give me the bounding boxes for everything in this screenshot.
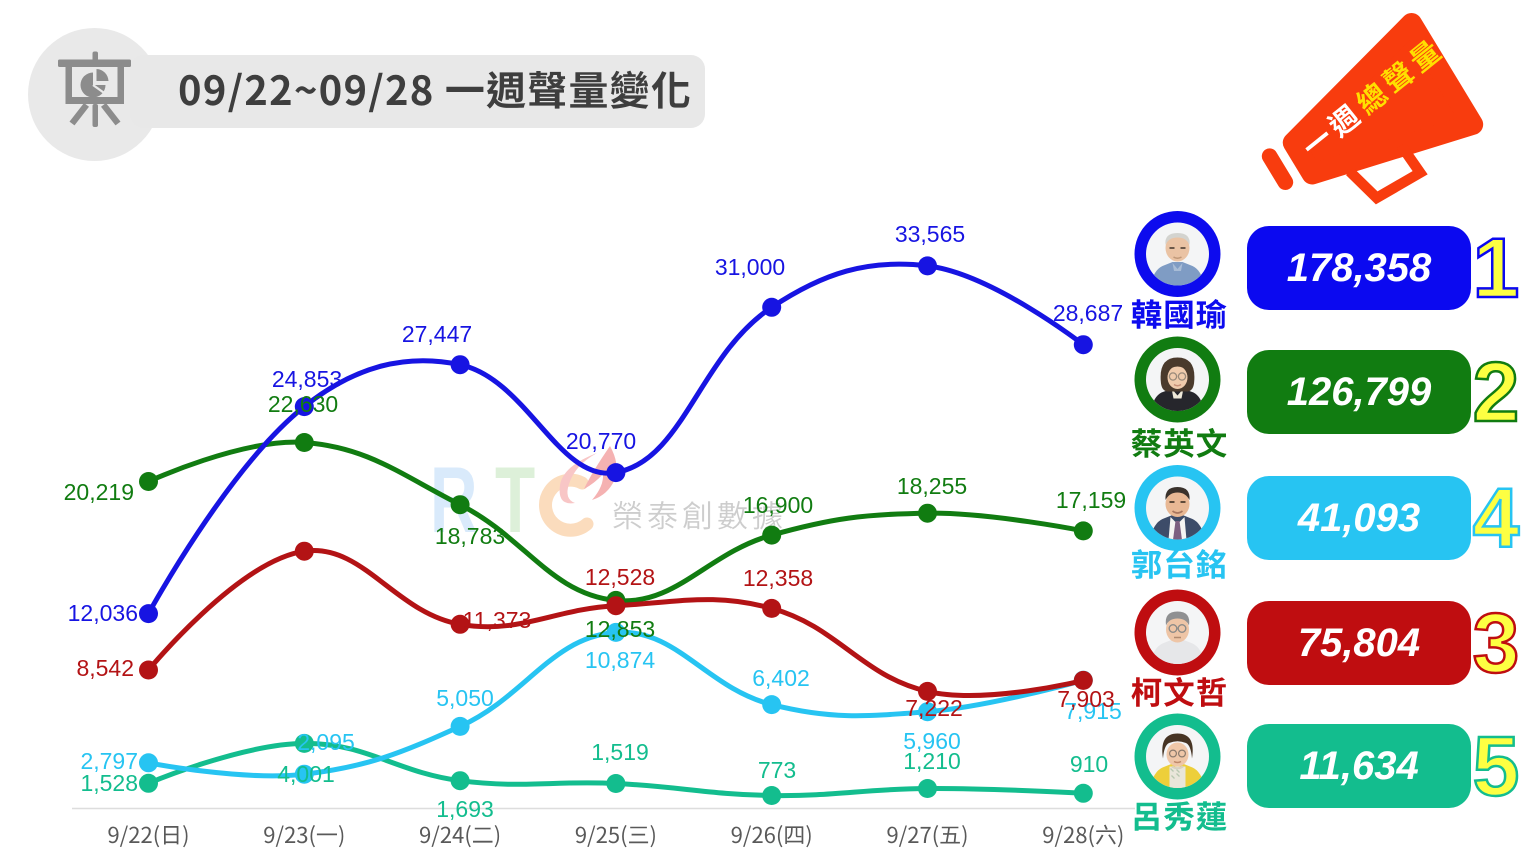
- svg-text:18,255: 18,255: [897, 473, 967, 499]
- svg-text:4,001: 4,001: [277, 761, 335, 787]
- svg-text:1,519: 1,519: [591, 739, 649, 765]
- svg-text:12,853: 12,853: [585, 616, 655, 642]
- svg-text:7,903: 7,903: [1057, 686, 1115, 712]
- svg-text:20,770: 20,770: [566, 428, 636, 454]
- svg-text:2,095: 2,095: [297, 729, 355, 755]
- svg-text:773: 773: [758, 757, 796, 783]
- svg-text:11,373: 11,373: [463, 607, 532, 633]
- svg-text:1,693: 1,693: [436, 796, 494, 822]
- svg-text:12,358: 12,358: [743, 565, 813, 591]
- svg-text:24,853: 24,853: [272, 366, 342, 392]
- svg-text:27,447: 27,447: [402, 321, 472, 347]
- svg-text:12,528: 12,528: [585, 564, 655, 590]
- svg-text:28,687: 28,687: [1053, 300, 1123, 326]
- svg-text:10,874: 10,874: [585, 647, 656, 673]
- svg-text:31,000: 31,000: [715, 254, 785, 280]
- svg-text:2,797: 2,797: [80, 748, 138, 774]
- svg-text:16,900: 16,900: [743, 492, 813, 518]
- svg-text:18,783: 18,783: [435, 523, 505, 549]
- svg-text:910: 910: [1070, 751, 1108, 777]
- svg-text:5,050: 5,050: [436, 685, 494, 711]
- svg-text:5,960: 5,960: [903, 728, 961, 754]
- svg-text:6,402: 6,402: [752, 665, 810, 691]
- svg-text:17,159: 17,159: [1056, 487, 1126, 513]
- svg-text:1,528: 1,528: [80, 770, 138, 796]
- svg-text:7,915: 7,915: [1064, 698, 1122, 724]
- svg-text:7,222: 7,222: [905, 695, 963, 721]
- svg-text:1,210: 1,210: [903, 748, 961, 774]
- svg-text:22,630: 22,630: [268, 391, 338, 417]
- svg-text:33,565: 33,565: [895, 221, 965, 247]
- svg-text:12,036: 12,036: [68, 600, 138, 626]
- svg-text:20,219: 20,219: [64, 479, 134, 505]
- svg-text:8,542: 8,542: [76, 655, 134, 681]
- svg-text:T: T: [495, 449, 535, 553]
